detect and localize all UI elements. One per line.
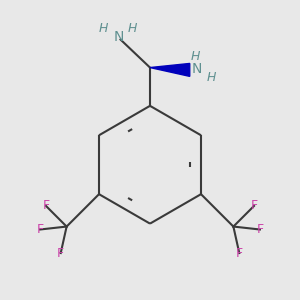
- Text: F: F: [256, 223, 263, 236]
- Text: F: F: [42, 200, 50, 212]
- Polygon shape: [150, 63, 190, 76]
- Text: F: F: [57, 247, 64, 260]
- Text: F: F: [236, 247, 243, 260]
- Text: H: H: [99, 22, 109, 35]
- Text: H: H: [128, 22, 137, 35]
- Text: N: N: [192, 62, 202, 76]
- Text: F: F: [37, 223, 44, 236]
- Text: H: H: [191, 50, 200, 64]
- Text: N: N: [114, 30, 124, 44]
- Text: F: F: [250, 200, 258, 212]
- Text: H: H: [207, 71, 217, 84]
